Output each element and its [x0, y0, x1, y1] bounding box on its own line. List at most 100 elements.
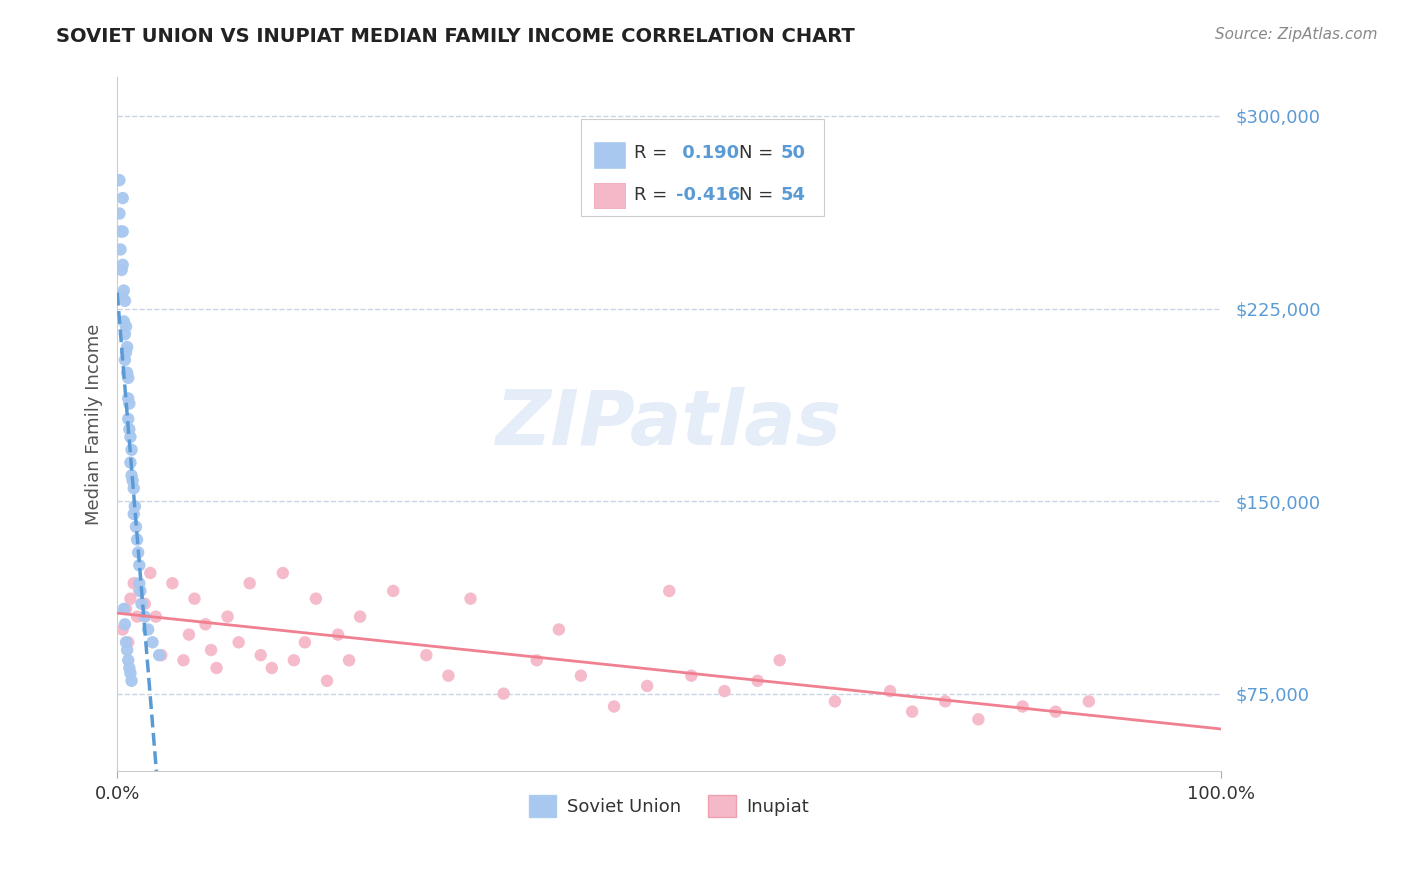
- Point: [120, 430, 142, 444]
- Point: [636, 679, 658, 693]
- Point: [128, 558, 150, 573]
- Text: Source: ZipAtlas.com: Source: ZipAtlas.com: [1215, 27, 1378, 42]
- Point: [569, 669, 592, 683]
- Point: [194, 617, 217, 632]
- Point: [112, 284, 135, 298]
- Point: [125, 533, 148, 547]
- Point: [769, 653, 792, 667]
- Point: [121, 468, 143, 483]
- Point: [121, 442, 143, 457]
- Text: 0.190: 0.190: [676, 144, 740, 162]
- Point: [120, 666, 142, 681]
- Text: R =: R =: [634, 144, 673, 162]
- Text: 50: 50: [780, 144, 806, 162]
- Point: [492, 687, 515, 701]
- Point: [117, 653, 139, 667]
- Point: [115, 635, 138, 649]
- Text: N =: N =: [738, 186, 779, 203]
- Point: [125, 520, 148, 534]
- Point: [526, 653, 548, 667]
- Point: [415, 648, 437, 662]
- Point: [117, 412, 139, 426]
- Point: [603, 699, 626, 714]
- Text: ZIPatlas: ZIPatlas: [496, 387, 842, 461]
- Point: [110, 288, 132, 302]
- Point: [217, 609, 239, 624]
- Point: [205, 661, 228, 675]
- Point: [136, 623, 159, 637]
- FancyBboxPatch shape: [595, 143, 626, 168]
- Point: [141, 635, 163, 649]
- Point: [121, 474, 143, 488]
- Point: [117, 392, 139, 406]
- Text: R =: R =: [634, 186, 673, 203]
- Point: [129, 584, 152, 599]
- Point: [271, 566, 294, 580]
- Point: [148, 648, 170, 662]
- Point: [110, 225, 132, 239]
- Point: [111, 258, 134, 272]
- Point: [824, 694, 846, 708]
- Text: -0.416: -0.416: [676, 186, 740, 203]
- Point: [460, 591, 482, 606]
- Point: [108, 206, 131, 220]
- Point: [145, 609, 167, 624]
- Point: [349, 609, 371, 624]
- Point: [112, 314, 135, 328]
- Point: [114, 352, 136, 367]
- Point: [260, 661, 283, 675]
- Point: [183, 591, 205, 606]
- Point: [134, 597, 156, 611]
- Point: [112, 602, 135, 616]
- FancyBboxPatch shape: [581, 119, 824, 216]
- Point: [382, 584, 405, 599]
- Point: [122, 507, 145, 521]
- Point: [114, 293, 136, 308]
- Point: [249, 648, 271, 662]
- Point: [879, 684, 901, 698]
- Point: [117, 371, 139, 385]
- Text: N =: N =: [738, 144, 779, 162]
- Point: [108, 173, 131, 187]
- Point: [283, 653, 305, 667]
- Point: [111, 623, 134, 637]
- Point: [228, 635, 250, 649]
- Point: [134, 609, 156, 624]
- Point: [117, 635, 139, 649]
- Point: [239, 576, 262, 591]
- Point: [110, 243, 132, 257]
- Point: [110, 263, 132, 277]
- Point: [337, 653, 360, 667]
- Point: [114, 617, 136, 632]
- Point: [122, 576, 145, 591]
- Point: [125, 609, 148, 624]
- Text: 54: 54: [780, 186, 806, 203]
- Point: [111, 191, 134, 205]
- Point: [114, 327, 136, 342]
- Point: [118, 422, 141, 436]
- Point: [713, 684, 735, 698]
- Point: [118, 396, 141, 410]
- Point: [115, 602, 138, 616]
- Point: [111, 225, 134, 239]
- Point: [128, 584, 150, 599]
- Point: [437, 669, 460, 683]
- Point: [139, 566, 162, 580]
- Point: [115, 643, 138, 657]
- Point: [200, 643, 222, 657]
- Legend: Soviet Union, Inupiat: Soviet Union, Inupiat: [522, 788, 817, 824]
- Text: SOVIET UNION VS INUPIAT MEDIAN FAMILY INCOME CORRELATION CHART: SOVIET UNION VS INUPIAT MEDIAN FAMILY IN…: [56, 27, 855, 45]
- Point: [681, 669, 703, 683]
- Point: [120, 456, 142, 470]
- Point: [747, 673, 769, 688]
- Point: [115, 319, 138, 334]
- Point: [934, 694, 956, 708]
- Point: [124, 500, 146, 514]
- Point: [658, 584, 681, 599]
- Point: [118, 661, 141, 675]
- Point: [172, 653, 194, 667]
- Point: [316, 673, 339, 688]
- Point: [150, 648, 173, 662]
- Point: [294, 635, 316, 649]
- Point: [967, 712, 990, 726]
